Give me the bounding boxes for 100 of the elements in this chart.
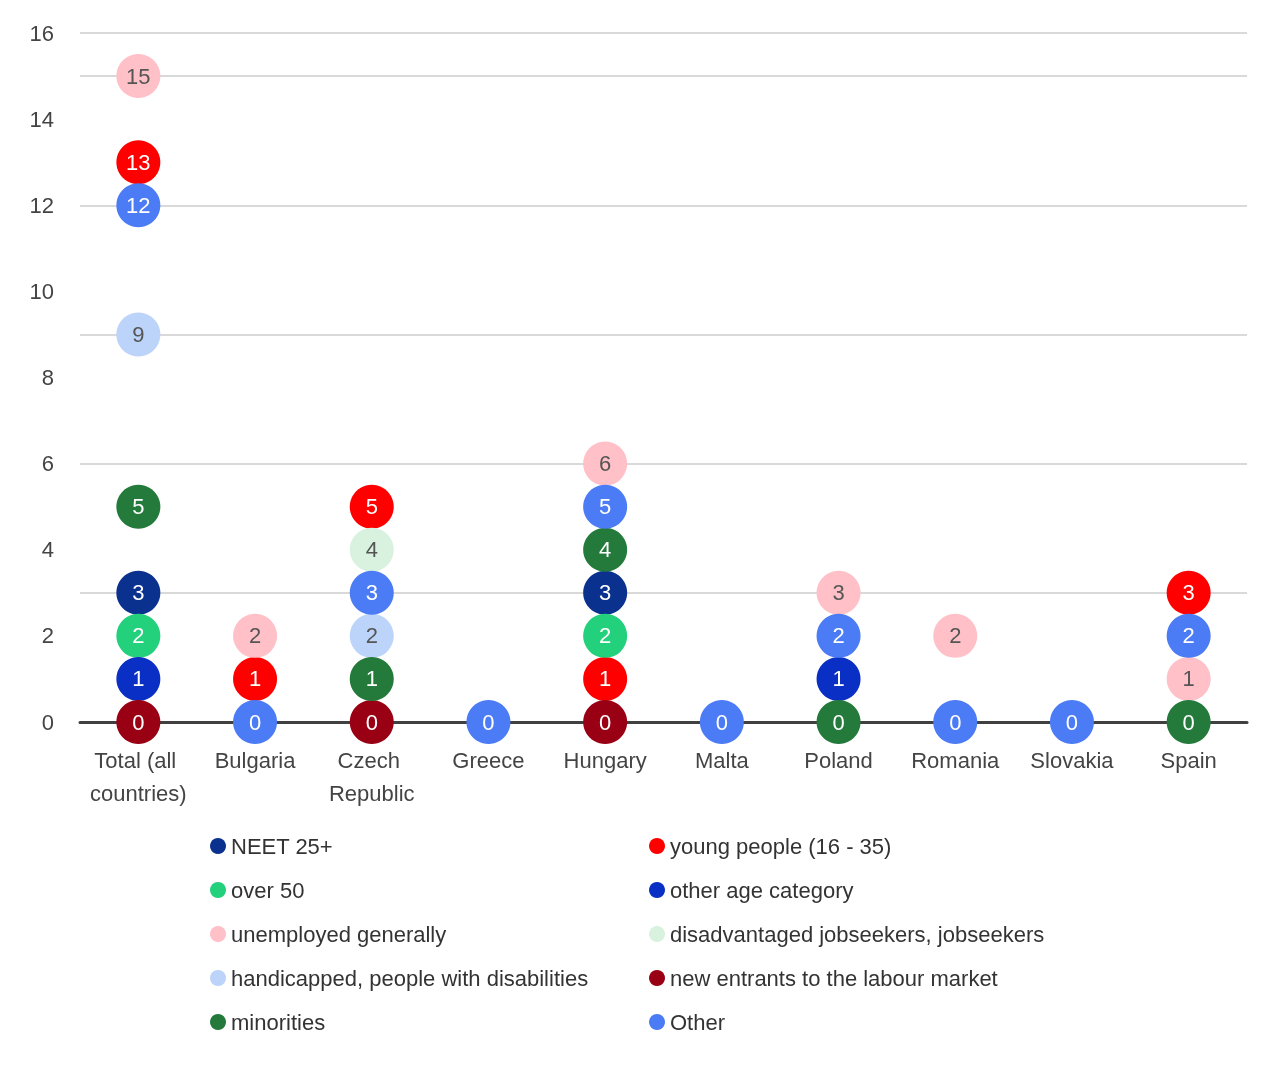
y-tick-label: 0	[41, 709, 54, 735]
y-tick-label: 10	[29, 278, 54, 304]
x-tick-label: Slovakia	[1030, 748, 1115, 773]
legend-label: handicapped, people with disabilities	[231, 965, 589, 991]
legend-label: Other	[670, 1009, 726, 1035]
point	[1166, 656, 1211, 701]
data-label: 1	[832, 666, 845, 692]
x-tick-label: Bulgaria	[214, 748, 297, 773]
point	[349, 527, 394, 572]
point	[933, 700, 978, 744]
data-label: 0	[715, 709, 728, 735]
data-label: 0	[1065, 709, 1079, 735]
point	[1166, 613, 1211, 658]
point	[816, 570, 861, 615]
point	[116, 484, 161, 529]
data-label: 2	[599, 623, 612, 649]
point	[466, 700, 511, 744]
data-label: 3	[599, 580, 612, 606]
data-label: 0	[132, 709, 145, 735]
point	[583, 700, 628, 744]
data-label: 4	[365, 537, 378, 563]
x-tick-label: Poland	[804, 748, 873, 773]
data-label: 0	[832, 709, 845, 735]
y-tick-label: 8	[41, 365, 54, 390]
data-label: 0	[482, 709, 495, 735]
legend-label: other age category	[670, 877, 854, 903]
point	[583, 656, 628, 701]
point	[349, 700, 394, 744]
legend-label: unemployed generally	[231, 921, 447, 947]
point	[116, 613, 161, 658]
x-tick-label: Total (all countries)	[90, 748, 187, 806]
point	[349, 484, 394, 529]
data-label: 0	[949, 709, 962, 735]
legend-label: young people (16 - 35)	[670, 833, 892, 859]
point	[1050, 700, 1094, 744]
legend-label: disadvantaged jobseekers, jobseekers	[670, 921, 1045, 947]
point	[116, 312, 161, 357]
data-label: 3	[832, 580, 845, 606]
data-label: 1	[132, 666, 145, 692]
x-tick-label: Hungary	[563, 748, 647, 773]
point	[583, 484, 628, 529]
data-label: 3	[365, 580, 378, 606]
point	[233, 700, 278, 744]
data-label: 5	[132, 494, 145, 520]
data-label: 4	[599, 537, 612, 563]
point	[233, 613, 278, 658]
legend-label: over 50	[231, 877, 305, 903]
y-tick-label: 12	[29, 192, 54, 218]
data-label: 9	[132, 321, 145, 347]
data-label: 0	[1182, 709, 1195, 735]
x-tick-label: Spain	[1160, 748, 1217, 773]
y-tick-label: 6	[41, 451, 54, 477]
data-label: 2	[248, 623, 262, 649]
data-label: 12	[126, 192, 151, 218]
data-label: 3	[1182, 580, 1195, 606]
x-tick-label: Czech Republic	[328, 748, 415, 806]
point	[816, 700, 861, 744]
point	[349, 570, 394, 615]
data-label: 2	[832, 623, 845, 649]
data-label: 13	[126, 149, 151, 175]
legend-label: NEET 25+	[231, 833, 333, 859]
data-label: 6	[599, 451, 612, 477]
point	[349, 656, 394, 701]
x-tick-label: Romania	[911, 748, 1001, 773]
data-label: 2	[132, 623, 145, 649]
point	[816, 656, 861, 701]
point	[933, 613, 978, 658]
point	[1166, 700, 1211, 744]
data-label: 1	[248, 666, 262, 692]
x-tick-label: Greece	[452, 748, 525, 773]
data-label: 2	[1182, 623, 1195, 649]
data-label: 0	[365, 709, 378, 735]
x-tick-label: Malta	[694, 748, 750, 773]
y-tick-label: 14	[29, 106, 54, 132]
legend-label: minorities	[231, 1009, 326, 1035]
point	[116, 700, 161, 744]
point	[116, 570, 161, 615]
y-tick-label: 16	[29, 20, 54, 46]
data-label: 15	[126, 63, 151, 89]
point	[233, 656, 278, 701]
data-label: 5	[365, 494, 378, 520]
legend-label: new entrants to the labour market	[670, 965, 998, 991]
point	[699, 700, 744, 744]
point	[583, 527, 628, 572]
data-label: 1	[365, 666, 378, 692]
data-label: 0	[599, 709, 612, 735]
y-tick-label: 4	[41, 537, 54, 563]
data-label: 2	[365, 623, 378, 649]
y-tick-label: 2	[41, 623, 54, 649]
point	[116, 656, 161, 701]
point	[583, 441, 628, 486]
point	[583, 570, 628, 615]
point	[583, 613, 628, 658]
data-label: 3	[132, 580, 145, 606]
point	[1166, 570, 1211, 615]
data-label: 5	[599, 494, 612, 520]
data-label: 1	[599, 666, 612, 692]
data-label: 0	[248, 709, 262, 735]
data-label: 1	[1182, 666, 1195, 692]
data-label: 2	[949, 623, 962, 649]
